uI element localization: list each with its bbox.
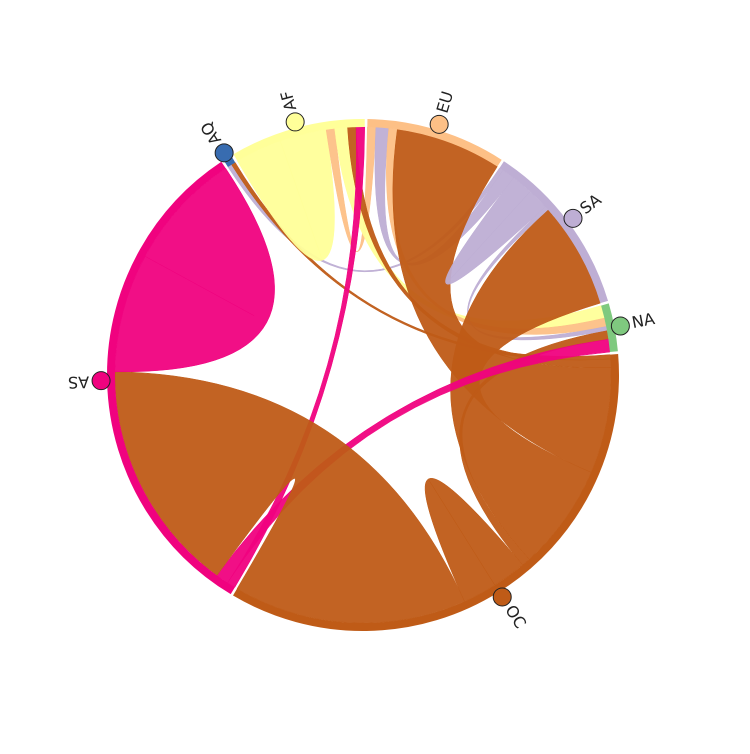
- node-arc: [233, 353, 619, 631]
- node-label: NA: [630, 309, 656, 332]
- node-dot: [563, 208, 583, 228]
- node-label: AS: [68, 372, 90, 391]
- node-dot: [610, 316, 630, 336]
- chord-ribbon: [227, 126, 365, 588]
- node-dot: [285, 112, 305, 132]
- node-arc: [367, 119, 502, 167]
- node-dot: [429, 114, 449, 134]
- node-arc: [499, 161, 609, 304]
- node-label: OC: [501, 602, 530, 632]
- node-dot: [492, 587, 512, 607]
- chord-ribbon: [374, 127, 514, 266]
- chord-ribbon: [392, 129, 612, 473]
- node-arc: [601, 303, 618, 353]
- chord-ribbon: [216, 338, 611, 584]
- chord-ribbon: [424, 478, 523, 602]
- node-arc: [223, 155, 236, 168]
- chord-ribbon: [114, 168, 275, 373]
- chord-ribbon: [467, 206, 608, 341]
- ribbons: [114, 126, 612, 624]
- chord-ribbon: [114, 371, 465, 624]
- node-label: AQ: [197, 118, 225, 148]
- node-arc: [233, 119, 365, 162]
- node-dot: [214, 143, 234, 163]
- node-dot: [91, 371, 111, 391]
- chord-ribbon: [445, 177, 546, 285]
- chord-ribbon: [450, 209, 601, 560]
- chord-ribbon: [237, 129, 335, 261]
- node-label: AF: [277, 89, 301, 113]
- chord-ribbon: [347, 126, 612, 368]
- node-arc: [107, 161, 235, 595]
- node-label: EU: [433, 89, 458, 115]
